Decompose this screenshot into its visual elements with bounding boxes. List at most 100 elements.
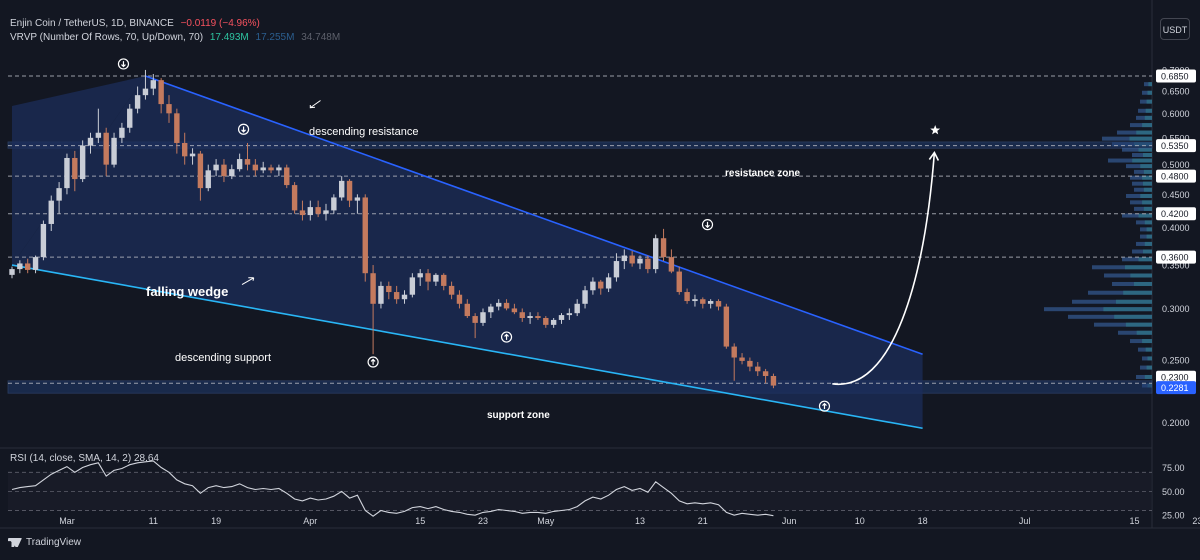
candle-body [543, 317, 549, 325]
tradingview-logo-icon [8, 538, 22, 547]
falling-wedge-label: falling wedge [146, 284, 228, 299]
descending-support-line [11, 264, 923, 430]
volume-profile-bar-up [1143, 187, 1152, 192]
volume-profile-bar [1132, 153, 1152, 158]
volume-profile-bar [1130, 175, 1152, 180]
candle-body [378, 285, 384, 304]
rsi-value: 28.64 [133, 453, 159, 464]
candle-body [229, 169, 235, 177]
candle-body [535, 316, 541, 318]
candle-body [417, 273, 423, 278]
level-price-tag: 0.4200 [1156, 207, 1196, 221]
volume-profile-bar [1122, 213, 1152, 218]
volume-profile-bar [1130, 339, 1152, 344]
target-star-icon [930, 125, 941, 135]
rsi-legend[interactable]: RSI (14, close, SMA, 14, 2) 28.64 [10, 453, 159, 464]
candle-body [323, 210, 329, 214]
symbol-legend[interactable]: Enjin Coin / TetherUS, 1D, BINANCE −0.01… [10, 18, 264, 29]
candle-body [119, 127, 125, 138]
candle-body [25, 263, 31, 270]
volume-profile-bar [1138, 347, 1152, 352]
volume-profile-bar [1132, 249, 1152, 254]
tradingview-logo[interactable]: TradingView [8, 537, 81, 548]
currency-button[interactable]: USDT [1160, 18, 1190, 40]
candle-body [613, 261, 620, 278]
candle-body [519, 312, 525, 318]
support-touch-marker-arrow-up-icon [367, 356, 379, 368]
top-marker-arrow-down-icon-arrow [121, 61, 126, 68]
volume-profile-bar-up [1136, 330, 1152, 335]
rsi-line [11, 460, 774, 517]
falling-wedge-area-cap [12, 76, 146, 266]
price-tag-bg [1156, 169, 1196, 183]
candle-body [150, 80, 156, 89]
candle-body [401, 294, 408, 300]
volume-profile [1044, 82, 1152, 388]
candle-body [386, 285, 392, 293]
candle-body [739, 357, 745, 361]
candle-body [331, 197, 337, 211]
volume-profile-bar [1140, 99, 1152, 104]
candle-body [747, 360, 753, 367]
volume-profile-bar-up [1144, 241, 1152, 246]
volume-profile-bar [1130, 200, 1152, 205]
volume-profile-bar-up [1134, 281, 1152, 286]
symbol-title: Enjin Coin / TetherUS, 1D, BINANCE [10, 18, 174, 29]
candle-body [488, 306, 494, 313]
candle-body [676, 271, 682, 293]
volume-profile-bar-up [1144, 220, 1152, 225]
candle-body [496, 302, 502, 307]
volume-profile-bar [1068, 314, 1152, 319]
candle-body [197, 153, 204, 189]
volume-profile-bar [1136, 241, 1152, 246]
volume-profile-bar-up [1144, 115, 1152, 120]
time-tick-label: 15 [1130, 516, 1140, 526]
candle-body [770, 375, 777, 386]
price-tick-label: 0.3000 [1162, 304, 1190, 314]
time-tick-label: Jun [782, 516, 797, 526]
volume-profile-bar [1140, 365, 1152, 370]
rsi-tick-label: 25.00 [1162, 511, 1185, 521]
time-tick-label: 11 [149, 516, 158, 526]
volume-profile-bar-up [1143, 206, 1152, 211]
time-tick-label: Apr [303, 516, 317, 526]
resistance-pointer-arrow-icon [309, 100, 321, 109]
descending-support-label: descending support [175, 352, 271, 364]
candle-body [56, 188, 62, 201]
candle-body [166, 104, 172, 114]
candle-body [723, 306, 730, 347]
candle-body [64, 157, 70, 189]
price-tag-label: 0.4800 [1161, 172, 1189, 182]
candle-body [566, 313, 573, 316]
volume-profile-bar-up [1145, 347, 1152, 352]
volume-profile-bar-up [1144, 374, 1152, 379]
candle-body [158, 80, 164, 105]
candle-body [213, 164, 219, 171]
candle-body [40, 223, 47, 258]
candle-body [268, 167, 274, 171]
volume-profile-bar [1117, 130, 1152, 135]
rsi-label: RSI (14, close, SMA, 14, 2) [10, 453, 132, 464]
candle-body [605, 277, 612, 289]
candle-body [425, 273, 431, 282]
volume-profile-bar [1122, 257, 1152, 262]
volume-profile-bar [1130, 123, 1152, 128]
price-tick-label: 0.3500 [1162, 261, 1190, 271]
volume-profile-bar [1134, 169, 1152, 174]
volume-profile-bar [1142, 356, 1152, 361]
price-tick-label: 0.2000 [1162, 418, 1190, 428]
vrvp-legend[interactable]: VRVP (Number Of Rows, 70, Up/Down, 70) 1… [10, 32, 344, 43]
support-touch-marker-3-arrow-up-icon-ring [818, 400, 831, 412]
support-touch-marker-arrow-up-icon-arrow [370, 358, 376, 365]
volume-profile-bar-up [1129, 136, 1152, 141]
candle-body [9, 269, 15, 275]
candle-body [707, 301, 714, 304]
price-tick-label: 0.4000 [1162, 223, 1190, 233]
price-tag-bg [1156, 370, 1196, 384]
volume-profile-bar-up [1136, 130, 1152, 135]
time-tick-label: May [537, 516, 555, 526]
candle-body [276, 167, 282, 171]
candle-body [715, 301, 722, 307]
